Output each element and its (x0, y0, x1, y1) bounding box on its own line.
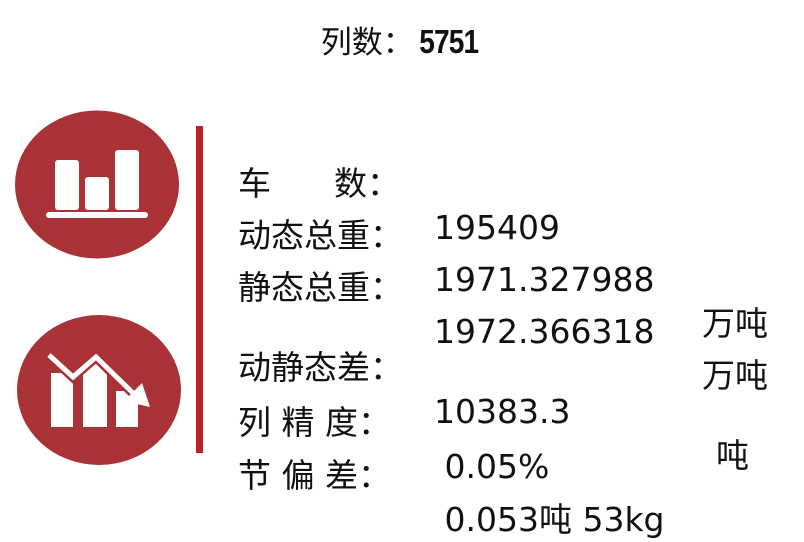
bar-chart-icon (15, 110, 179, 259)
stat-row-dynamic-weight: 动态总重： 1971.327988 万吨 (0, 170, 768, 343)
stat-value: 195409 (434, 208, 560, 247)
stat-row-car-count: 车 数： 195409 (0, 118, 560, 247)
train-count-value: 5751 (418, 23, 479, 60)
stat-label: 动静态差： (238, 348, 403, 387)
stat-value: 10383.3 (434, 392, 571, 431)
stat-unit: 万吨 (702, 304, 768, 343)
stat-label: 节 偏 差： (238, 456, 391, 495)
stat-row-static-weight: 静态总重： 1972.366318 万吨 (0, 222, 768, 395)
stat-row-car-deviation: 节 偏 差： 0.053吨 53kg (0, 410, 665, 539)
stat-label: 动态总重： (238, 216, 403, 255)
stat-unit: 吨 (716, 436, 749, 475)
stat-unit: 万吨 (702, 356, 768, 395)
stat-value: 1971.327988 (434, 260, 655, 299)
divider-line (196, 126, 203, 453)
stat-value: 1972.366318 (434, 312, 655, 351)
train-count-label: 列数： (320, 25, 414, 61)
stat-row-train-accuracy: 列 精 度： 0.05% (0, 357, 549, 486)
stat-label: 静态总重： (238, 268, 403, 307)
trend-down-icon (17, 315, 181, 465)
train-count-title: 列数： 5751 (0, 18, 804, 67)
stat-label: 车 数： (238, 164, 400, 203)
stat-value: 0.053吨 53kg (434, 500, 665, 539)
stat-row-weight-difference: 动静态差： 10383.3 吨 (0, 302, 749, 475)
stat-label: 列 精 度： (238, 403, 391, 442)
stat-value: 0.05% (434, 447, 550, 486)
